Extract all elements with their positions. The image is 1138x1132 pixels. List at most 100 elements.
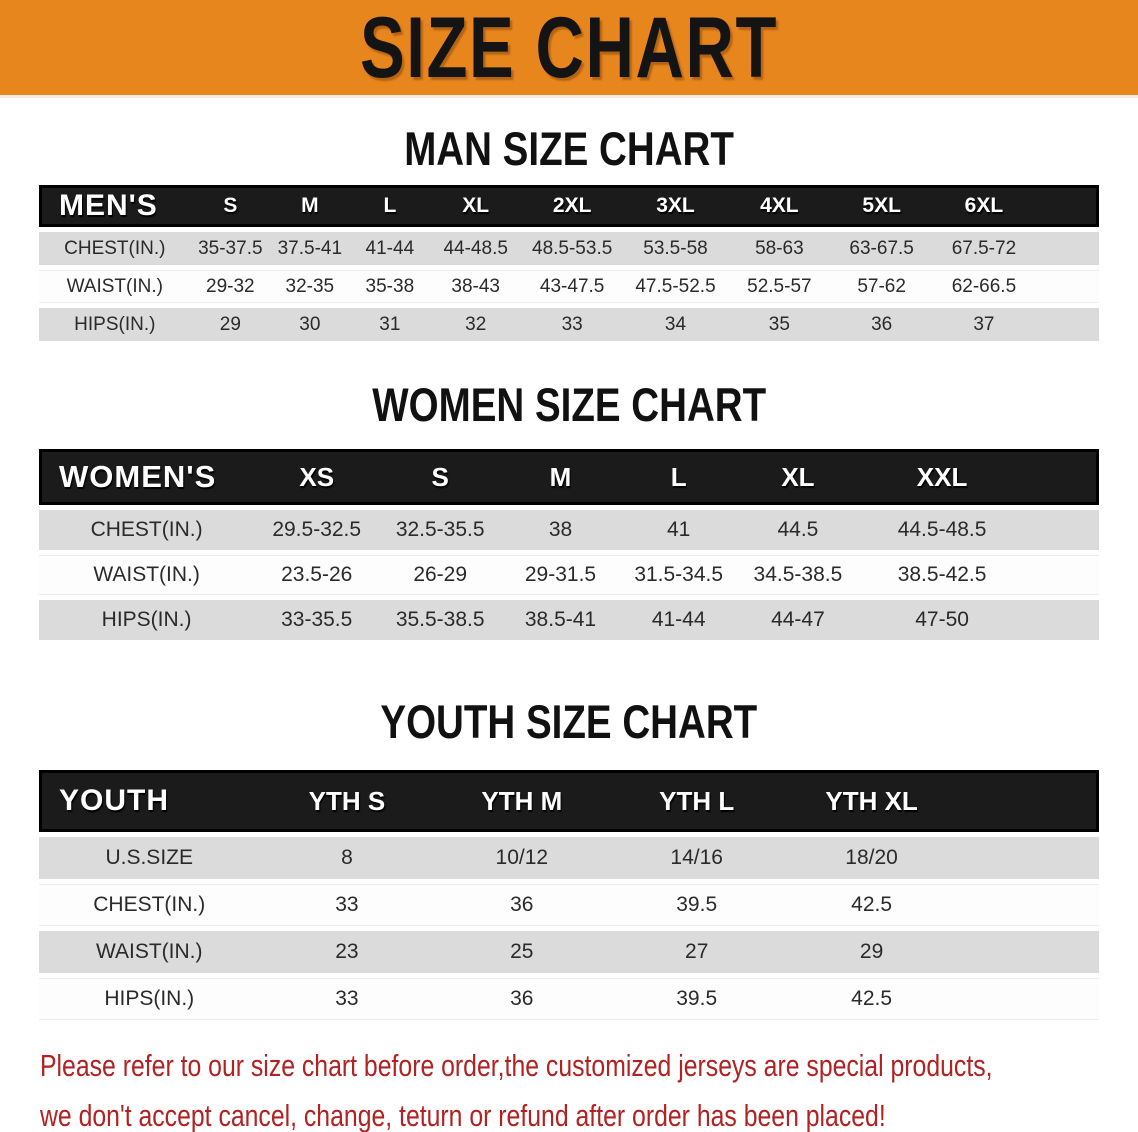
size-column-header: XL (737, 449, 859, 505)
size-table-corner-label: YOUTH (39, 770, 260, 832)
table-row: HIPS(IN.) 29 30 31 32 33 34 35 36 37 (39, 308, 1099, 341)
row-filler-cell (959, 884, 1099, 926)
row-label: WAIST(IN.) (39, 270, 191, 303)
size-value-cell: 33 (259, 884, 435, 926)
size-column-header: M (270, 185, 350, 227)
size-value-cell: 35-37.5 (190, 232, 271, 265)
table-row: WAIST(IN.) 23.5-26 26-29 29-31.5 31.5-34.5 34… (39, 555, 1099, 595)
size-value-cell: 58-63 (727, 232, 831, 265)
size-value-cell: 41 (619, 510, 738, 550)
size-value-cell: 35.5-38.5 (379, 600, 502, 640)
size-value-cell: 36 (434, 978, 610, 1020)
table-row: HIPS(IN.) 33 36 39.5 42.5 (39, 978, 1099, 1020)
size-value-cell: 38.5-41 (501, 600, 620, 640)
size-value-cell: 42.5 (784, 884, 960, 926)
size-value-cell: 44-47 (737, 600, 859, 640)
size-value-cell: 29-31.5 (501, 555, 620, 595)
size-value-cell: 32-35 (270, 270, 350, 303)
size-value-cell: 38-43 (430, 270, 522, 303)
table-row: WAIST(IN.) 23 25 27 29 (39, 931, 1099, 973)
size-value-cell: 57-62 (830, 270, 933, 303)
size-value-cell: 38.5-42.5 (858, 555, 1026, 595)
size-column-header: 2XL (521, 185, 624, 227)
row-label: WAIST(IN.) (39, 931, 260, 973)
size-value-cell: 10/12 (434, 837, 610, 879)
size-value-cell: 44.5-48.5 (858, 510, 1026, 550)
size-chart-banner: SIZE CHART (0, 0, 1138, 98)
size-table: WOMEN'S XS S M L XL XXL CHEST(IN.) 29.5-32.5 32.5… (39, 444, 1099, 645)
size-value-cell: 63-67.5 (830, 232, 933, 265)
size-value-cell: 14/16 (609, 837, 785, 879)
size-column-header: YTH M (434, 770, 610, 832)
size-table-header-row: YOUTH YTH S YTH M YTH L YTH XL (39, 770, 1099, 832)
table-row: WAIST(IN.) 29-32 32-35 35-38 38-43 43-47.5 47.… (39, 270, 1099, 303)
size-table: YOUTH YTH S YTH M YTH L YTH XL U.S.SIZE 8 10/12… (39, 765, 1099, 1025)
size-value-cell: 32 (430, 308, 522, 341)
size-value-cell: 29-32 (190, 270, 271, 303)
size-column-header: YTH XL (784, 770, 960, 832)
size-value-cell: 23.5-26 (254, 555, 380, 595)
size-value-cell: 36 (434, 884, 610, 926)
size-value-cell: 38 (501, 510, 620, 550)
size-value-cell: 36 (830, 308, 933, 341)
size-column-header: L (349, 185, 431, 227)
size-value-cell: 27 (609, 931, 785, 973)
row-filler-cell (1035, 232, 1099, 265)
size-value-cell: 53.5-58 (623, 232, 728, 265)
size-value-cell: 44-48.5 (430, 232, 522, 265)
row-filler-cell (959, 931, 1099, 973)
table-row: CHEST(IN.) 33 36 39.5 42.5 (39, 884, 1099, 926)
size-value-cell: 48.5-53.5 (521, 232, 624, 265)
size-column-header: 5XL (830, 185, 933, 227)
row-filler-cell (1035, 308, 1099, 341)
row-label: HIPS(IN.) (39, 600, 255, 640)
size-value-cell: 29.5-32.5 (254, 510, 380, 550)
table-row: U.S.SIZE 8 10/12 14/16 18/20 (39, 837, 1099, 879)
size-value-cell: 41-44 (349, 232, 431, 265)
youth-size-chart-heading: YOUTH SIZE CHART (380, 695, 758, 748)
header-filler-cell (1025, 449, 1099, 505)
banner-title: SIZE CHART (359, 0, 779, 96)
size-column-header: S (379, 449, 502, 505)
size-value-cell: 39.5 (609, 978, 785, 1020)
header-filler-cell (959, 770, 1099, 832)
row-label: CHEST(IN.) (39, 510, 255, 550)
size-value-cell: 32.5-35.5 (379, 510, 502, 550)
size-value-cell: 41-44 (619, 600, 738, 640)
size-table-header-row: MEN'S S M L XL 2XL 3XL 4XL 5XL 6XL (39, 185, 1099, 227)
row-label: HIPS(IN.) (39, 978, 260, 1020)
size-value-cell: 34.5-38.5 (737, 555, 859, 595)
size-column-header: XXL (858, 449, 1026, 505)
size-value-cell: 52.5-57 (727, 270, 831, 303)
size-value-cell: 47.5-52.5 (623, 270, 728, 303)
size-value-cell: 8 (259, 837, 435, 879)
size-value-cell: 37 (932, 308, 1036, 341)
table-row: CHEST(IN.) 35-37.5 37.5-41 41-44 44-48.5 48.5… (39, 232, 1099, 265)
size-value-cell: 37.5-41 (270, 232, 350, 265)
men-size-table: MEN'S S M L XL 2XL 3XL 4XL 5XL 6XL CHEST(IN.) 35-37… (0, 180, 1138, 346)
disclaimer-line-2: we don't accept cancel, change, teturn o… (40, 1098, 886, 1132)
size-value-cell: 26-29 (379, 555, 502, 595)
size-table-corner-label: WOMEN'S (39, 449, 255, 505)
row-label: CHEST(IN.) (39, 232, 191, 265)
size-value-cell: 29 (190, 308, 271, 341)
size-value-cell: 30 (270, 308, 350, 341)
size-value-cell: 33 (259, 978, 435, 1020)
row-label: HIPS(IN.) (39, 308, 191, 341)
size-value-cell: 44.5 (737, 510, 859, 550)
row-filler-cell (959, 837, 1099, 879)
size-value-cell: 42.5 (784, 978, 960, 1020)
size-table-corner-label: MEN'S (39, 185, 191, 227)
women-size-table: WOMEN'S XS S M L XL XXL CHEST(IN.) 29.5-32.5 32.5… (0, 444, 1138, 645)
row-label: CHEST(IN.) (39, 884, 260, 926)
size-column-header: 4XL (727, 185, 831, 227)
size-column-header: XS (254, 449, 380, 505)
row-filler-cell (1035, 270, 1099, 303)
table-row: CHEST(IN.) 29.5-32.5 32.5-35.5 38 41 44.5 44.5… (39, 510, 1099, 550)
size-value-cell: 33-35.5 (254, 600, 380, 640)
size-column-header: YTH L (609, 770, 785, 832)
row-filler-cell (1025, 600, 1099, 640)
size-value-cell: 67.5-72 (932, 232, 1036, 265)
disclaimer-line-1: Please refer to our size chart before or… (40, 1048, 993, 1083)
size-value-cell: 34 (623, 308, 728, 341)
